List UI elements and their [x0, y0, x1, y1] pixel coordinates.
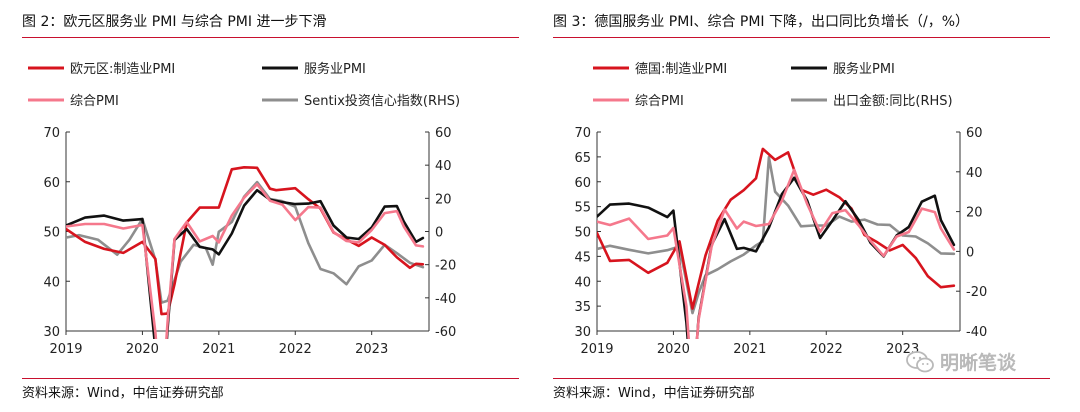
legend-label-1-2: 综合PMI [635, 94, 684, 109]
line-chart-right: 德国:制造业PMI 服务业PMI 综合PMI 出口金额:同比(RHS) 30 35 40 45… [574, 61, 987, 357]
y-tick-label-right-1-5: 60 [966, 126, 983, 141]
x-tick-label-1-1: 2020 [657, 342, 690, 357]
chart-title-left: 图 2：欧元区服务业 PMI 与综合 PMI 进一步下滑 [22, 14, 327, 30]
chart-panel-right: 图 3：德国服务业 PMI、综合 PMI 下降，出口同比负增长（/，%） 德国:… [553, 0, 1073, 412]
y-tick-label-left-1-5: 55 [574, 201, 591, 216]
title-rule-right [553, 37, 1050, 38]
x-tick-label-1-3: 2022 [810, 342, 843, 357]
y-tick-label-right-1-0: -40 [966, 325, 987, 340]
x-tick-label-0-3: 2022 [279, 342, 312, 357]
source-rule-right [553, 378, 1050, 379]
legend-label-0-1: 服务业PMI [304, 61, 366, 77]
y-tick-label-right-1-1: -20 [966, 285, 987, 300]
y-tick-label-left-1-3: 45 [574, 250, 591, 265]
source-note-left: 资料来源：Wind，中信证券研究部 [22, 386, 224, 401]
y-tick-label-left-1-4: 50 [574, 226, 591, 241]
x-tick-label-0-4: 2023 [355, 342, 388, 357]
y-tick-label-left-0-3: 60 [43, 176, 60, 191]
y-tick-label-left-1-6: 60 [574, 176, 591, 191]
series-line-1-0 [597, 147, 956, 310]
series-line-0-1 [66, 188, 425, 339]
y-tick-label-right-1-4: 40 [966, 166, 983, 181]
line-chart-left: 欧元区:制造业PMI 服务业PMI 综合PMI Sentix投资信心指数(RHS) 30… [28, 61, 460, 357]
y-tick-label-left-0-2: 50 [43, 226, 60, 241]
y-tick-label-right-0-4: 20 [435, 192, 452, 207]
x-tick-label-0-2: 2021 [202, 342, 235, 357]
watermark: 明晰笔谈 [906, 348, 1016, 375]
series-line-0-2 [66, 182, 425, 339]
chart-title-right: 图 3：德国服务业 PMI、综合 PMI 下降，出口同比负增长（/，%） [553, 14, 970, 30]
y-tick-label-left-0-1: 40 [43, 275, 60, 290]
y-tick-label-right-0-6: 60 [435, 126, 452, 141]
y-tick-label-right-0-0: -60 [435, 325, 456, 340]
legend-label-1-1: 服务业PMI [833, 61, 895, 77]
y-tick-label-right-0-2: -20 [435, 259, 456, 274]
series-line-0-3 [66, 180, 425, 304]
series-line-1-2 [597, 168, 956, 339]
x-tick-label-0-1: 2020 [126, 342, 159, 357]
y-tick-label-left-1-8: 70 [574, 126, 591, 141]
legend-label-1-0: 德国:制造业PMI [635, 62, 727, 77]
x-tick-label-1-0: 2019 [580, 342, 613, 357]
source-rule-left [22, 378, 519, 379]
x-tick-label-1-2: 2021 [733, 342, 766, 357]
y-tick-label-right-1-3: 20 [966, 206, 983, 221]
y-tick-label-right-0-1: -40 [435, 292, 456, 307]
chart-panel-left: 图 2：欧元区服务业 PMI 与综合 PMI 进一步下滑 欧元区:制造业PMI 服… [22, 0, 542, 412]
y-tick-label-left-0-4: 70 [43, 126, 60, 141]
x-tick-label-0-0: 2019 [49, 342, 82, 357]
y-tick-label-left-0-0: 30 [43, 325, 60, 340]
y-tick-label-left-1-0: 30 [574, 325, 591, 340]
legend-label-0-3: Sentix投资信心指数(RHS) [304, 93, 460, 109]
y-tick-label-right-0-3: 0 [435, 226, 443, 241]
watermark-text: 明晰笔谈 [940, 352, 1017, 374]
source-note-right: 资料来源：Wind，中信证券研究部 [553, 386, 755, 401]
y-tick-label-right-1-2: 0 [966, 245, 974, 260]
y-tick-label-left-1-2: 40 [574, 275, 591, 290]
wechat-icon [906, 350, 934, 372]
legend-label-1-3: 出口金额:同比(RHS) [833, 93, 953, 109]
y-tick-label-left-1-7: 65 [574, 151, 591, 166]
legend-label-0-0: 欧元区:制造业PMI [70, 62, 175, 77]
series-line-0-0 [66, 166, 425, 316]
legend-label-0-2: 综合PMI [70, 94, 119, 109]
title-rule-left [22, 37, 519, 38]
y-tick-label-right-0-5: 40 [435, 159, 452, 174]
y-tick-label-left-1-1: 35 [574, 300, 591, 315]
